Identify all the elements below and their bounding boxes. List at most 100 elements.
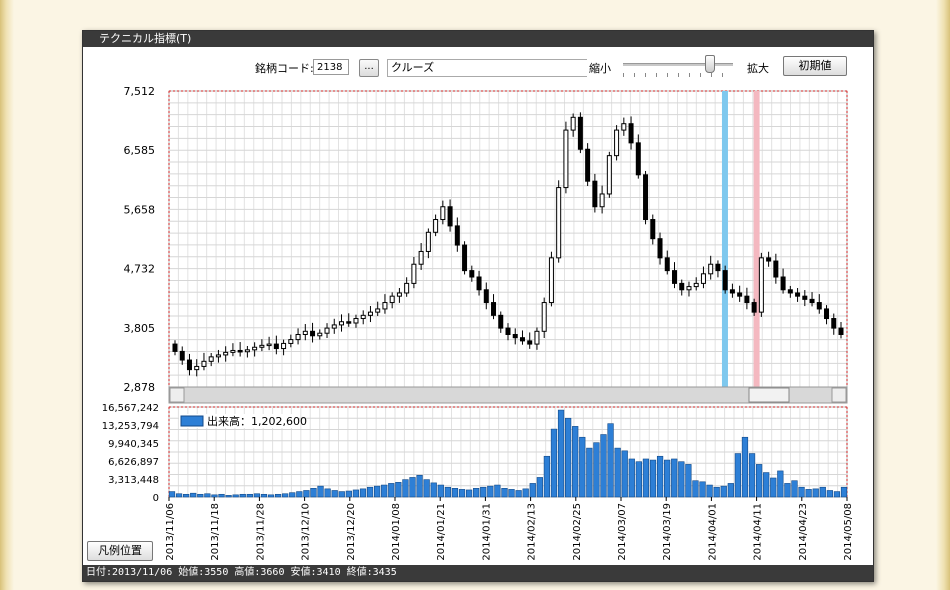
volume-bar (282, 493, 289, 498)
horizontal-scrollbar[interactable] (168, 386, 848, 404)
candle-body (273, 343, 279, 350)
candle-body (650, 219, 656, 240)
volume-bar (395, 482, 402, 498)
candle-body (787, 289, 793, 294)
volume-bar (565, 417, 572, 498)
status-bar: 日付:2013/11/06 始値:3550 高値:3660 安値:3410 終値… (83, 565, 873, 581)
volume-bar (748, 453, 756, 498)
candle-body (396, 292, 402, 297)
candle-body (491, 302, 497, 316)
volume-bar (501, 488, 508, 498)
x-tick-label: 2013/12/20 (346, 503, 357, 561)
volume-bar (473, 488, 480, 498)
volume-bar (303, 490, 310, 498)
volume-bar (218, 493, 225, 498)
volume-bar (204, 493, 211, 498)
volume-bar (678, 461, 685, 498)
volume-y-tick-label: 9,940,345 (108, 439, 159, 450)
volume-bar (692, 480, 699, 498)
reset-button[interactable]: 初期値 (783, 56, 847, 76)
candle-body (831, 318, 837, 329)
volume-bar (642, 458, 650, 498)
candle-body (288, 339, 294, 344)
candle-body (469, 270, 475, 278)
x-tick-label: 2014/01/21 (436, 503, 447, 561)
volume-bar (451, 488, 459, 498)
volume-bar (352, 489, 360, 498)
price-y-tick-label: 2,878 (124, 381, 156, 394)
volume-bar (550, 428, 558, 498)
volume-bar (374, 485, 381, 498)
x-tick-label: 2013/11/28 (255, 503, 266, 561)
candle-body (223, 351, 229, 356)
candle-body (722, 270, 728, 291)
zoom-slider-thumb[interactable] (705, 55, 715, 73)
candle-body (512, 333, 518, 339)
x-tick-label: 2013/12/10 (301, 503, 312, 561)
candle-body (360, 314, 366, 320)
volume-bar (720, 485, 727, 498)
candle-body (686, 286, 692, 291)
candle-body (447, 206, 453, 227)
zoom-slider-ticks (623, 73, 733, 77)
volume-y-tick-label: 16,567,242 (102, 403, 159, 414)
candle-body (773, 260, 779, 278)
candle-body (563, 129, 569, 189)
scroll-thumb[interactable] (748, 387, 790, 403)
price-y-tick-label: 6,585 (124, 144, 156, 157)
volume-bar (423, 479, 430, 498)
x-tick-label: 2014/01/31 (481, 503, 492, 561)
candle-body (172, 343, 178, 352)
candle-body (809, 298, 815, 304)
candle-body (404, 282, 410, 294)
volume-bar (671, 458, 678, 498)
volume-bar (607, 423, 614, 498)
candle-body (483, 289, 489, 304)
zoom-out-label: 縮小 (589, 62, 611, 75)
candle-body (534, 330, 540, 345)
volume-bar (338, 491, 345, 498)
candle-body (186, 359, 192, 371)
candle-body (302, 330, 308, 335)
chart-area: 7,512 6,585 5,658 4,732 3,805 2,878 16,567,242… (102, 85, 854, 561)
volume-bar (649, 459, 657, 498)
candle-body (208, 356, 214, 362)
code-input[interactable]: 2138 (313, 59, 349, 75)
candle-body (375, 308, 381, 313)
volume-legend-box (179, 414, 299, 428)
volume-bar (246, 493, 253, 498)
scroll-left-button[interactable] (169, 387, 185, 403)
volume-bar (755, 464, 763, 498)
x-tick-label: 2014/04/11 (753, 503, 764, 561)
candle-body (425, 231, 431, 252)
candle-body (433, 219, 439, 233)
name-field: クルーズ (387, 59, 587, 77)
volume-bar (614, 447, 621, 498)
scroll-right-button[interactable] (831, 387, 847, 403)
volume-bar (296, 491, 303, 498)
x-tick-label: 2014/01/08 (391, 503, 402, 561)
volume-bar (388, 483, 395, 498)
volume-bar (770, 477, 777, 498)
volume-bar (175, 493, 183, 498)
candle-body (389, 295, 395, 304)
volume-bar (833, 491, 841, 498)
x-tick-label: 2013/11/18 (210, 503, 221, 561)
volume-bar (826, 490, 833, 498)
volume-bar (798, 486, 805, 498)
legend-position-button[interactable]: 凡例位置 (87, 541, 153, 561)
volume-bar (819, 486, 826, 498)
price-y-tick-label: 4,732 (124, 263, 156, 276)
candle-body (179, 350, 185, 361)
browse-button[interactable]: ... (359, 59, 379, 77)
candle-body (252, 346, 258, 351)
candle-body (244, 349, 250, 353)
x-tick-label: 2014/04/01 (707, 503, 718, 561)
candle-body (570, 116, 576, 131)
volume-bar (586, 447, 593, 498)
zoom-slider-track[interactable] (623, 63, 733, 66)
volume-bar (366, 486, 374, 498)
candle-body (346, 321, 352, 324)
candle-body (606, 155, 612, 195)
price-y-tick-label: 3,805 (124, 322, 156, 335)
